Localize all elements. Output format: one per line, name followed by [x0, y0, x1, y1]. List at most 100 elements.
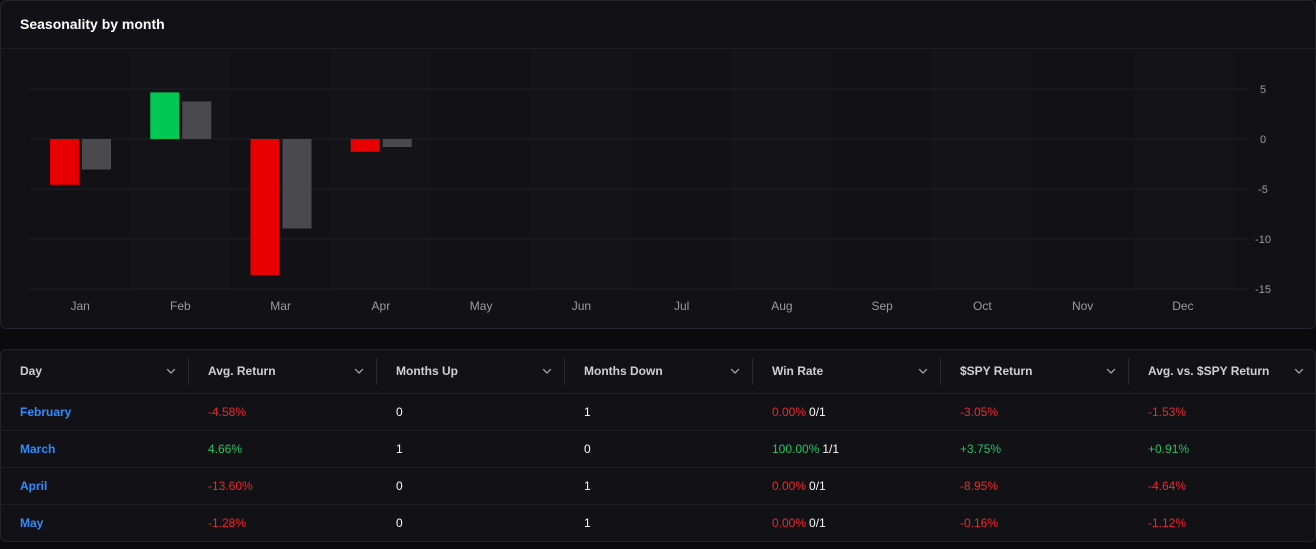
- x-tick-label: Jul: [674, 299, 689, 313]
- spy-return-value-cell: -3.05%: [941, 393, 1129, 431]
- win-rate-value: 100.00%: [772, 441, 820, 456]
- spy-return-value: -8.95%: [960, 478, 999, 493]
- chevron-down-icon[interactable]: [353, 365, 365, 377]
- day-link-cell: February: [1, 393, 189, 431]
- months-down-value-cell: 1: [565, 393, 753, 431]
- table-header-row: Day Avg. Return Months Up Months Down Win Ra…: [1, 350, 1315, 394]
- day-link[interactable]: April: [20, 478, 48, 493]
- months-up-value-cell: 0: [377, 393, 565, 431]
- x-tick-label: Sep: [871, 299, 893, 313]
- x-tick-label: Mar: [270, 299, 291, 313]
- months-up-value-cell: 1: [377, 430, 565, 468]
- chevron-down-icon[interactable]: [1293, 365, 1305, 377]
- column-header[interactable]: Months Down: [565, 350, 753, 394]
- months-down-value-cell: 0: [565, 430, 753, 468]
- month-band: [531, 49, 632, 289]
- y-tick-label: -5: [1258, 184, 1268, 196]
- win-rate-value: 0.00%: [772, 515, 807, 530]
- benchmark-bar-jan: [82, 139, 111, 170]
- column-header[interactable]: Avg. Return: [189, 350, 377, 394]
- win-rate-value: 0.00%: [772, 404, 807, 419]
- avg-return-value: 4.66%: [208, 441, 243, 456]
- column-header-label: $SPY Return: [960, 364, 1033, 379]
- months-up-value-cell: 0: [377, 504, 565, 541]
- day-link[interactable]: May: [20, 515, 44, 530]
- column-header-label: Avg. vs. $SPY Return: [1148, 364, 1270, 379]
- avg-return-value: -4.58%: [208, 404, 247, 419]
- table-body: February -4.58% 0 1 0.00% 0/1 -3.05% -1.53% Marc…: [1, 393, 1315, 541]
- column-divider: [376, 358, 377, 385]
- column-header[interactable]: Win Rate: [753, 350, 941, 394]
- chevron-down-icon[interactable]: [917, 365, 929, 377]
- month-band: [330, 49, 431, 289]
- column-divider: [752, 358, 753, 385]
- win-rate-value-cell: 100.00% 1/1: [753, 430, 941, 468]
- table-row: May -1.28% 0 1 0.00% 0/1 -0.16% -1.12%: [1, 504, 1315, 541]
- day-link-cell: April: [1, 467, 189, 505]
- column-divider: [564, 358, 565, 385]
- column-header-label: Months Up: [396, 364, 458, 379]
- return-bar-apr: [350, 139, 380, 152]
- column-divider: [940, 358, 941, 385]
- title-divider: [1, 48, 1315, 49]
- y-tick-label: 0: [1260, 134, 1266, 146]
- month-band: [731, 49, 832, 289]
- x-tick-label: Jan: [70, 299, 89, 313]
- day-link-cell: May: [1, 504, 189, 541]
- table-row: April -13.60% 0 1 0.00% 0/1 -8.95% -4.64%: [1, 467, 1315, 505]
- vs-spy-value-cell: -1.12%: [1129, 504, 1315, 541]
- y-tick-label: -15: [1255, 284, 1271, 296]
- months-down-value-cell: 1: [565, 504, 753, 541]
- column-header[interactable]: Months Up: [377, 350, 565, 394]
- column-divider: [188, 358, 189, 385]
- vs-spy-value: -1.53%: [1148, 404, 1187, 419]
- win-fraction: 1/1: [822, 441, 840, 456]
- seasonality-bar-chart: 5 0 -5 -10 -15 Jan Feb Mar Apr May Jun Jul Aug Sep Oct…: [30, 49, 1271, 313]
- avg-return-value-cell: -4.58%: [189, 393, 377, 431]
- months-down-value: 1: [584, 478, 591, 493]
- chevron-down-icon[interactable]: [1105, 365, 1117, 377]
- return-bar-mar: [250, 139, 280, 275]
- x-tick-label: Nov: [1072, 299, 1093, 313]
- chevron-down-icon[interactable]: [729, 365, 741, 377]
- table-row: March 4.66% 1 0 100.00% 1/1 +3.75% +0.91%: [1, 430, 1315, 468]
- seasonality-chart-card: Seasonality by month 5 0 -5 -10 -15 Jan Feb Mar…: [0, 0, 1316, 329]
- column-header[interactable]: Avg. vs. $SPY Return: [1129, 350, 1315, 394]
- benchmark-bar-mar: [282, 139, 312, 229]
- x-tick-label: Feb: [170, 299, 191, 313]
- chevron-down-icon[interactable]: [541, 365, 553, 377]
- avg-return-value: -13.60%: [208, 478, 253, 493]
- day-link[interactable]: February: [20, 404, 72, 419]
- months-down-value-cell: 1: [565, 467, 753, 505]
- months-up-value: 0: [396, 404, 403, 419]
- day-link[interactable]: March: [20, 441, 56, 456]
- seasonality-table-card: Day Avg. Return Months Up Months Down Win Ra…: [0, 349, 1316, 542]
- column-header[interactable]: Day: [1, 350, 189, 394]
- column-header[interactable]: $SPY Return: [941, 350, 1129, 394]
- win-fraction: 0/1: [809, 515, 826, 530]
- win-rate-value-cell: 0.00% 0/1: [753, 467, 941, 505]
- column-header-label: Day: [20, 364, 43, 379]
- avg-return-value-cell: 4.66%: [189, 430, 377, 468]
- x-tick-label: Jun: [572, 299, 591, 313]
- seasonality-table: Day Avg. Return Months Up Months Down Win Ra…: [1, 350, 1315, 541]
- spy-return-value: -3.05%: [960, 404, 999, 419]
- months-down-value: 1: [584, 404, 591, 419]
- months-down-value: 1: [584, 515, 591, 530]
- months-up-value: 1: [396, 441, 403, 456]
- spy-return-value-cell: +3.75%: [941, 430, 1129, 468]
- months-up-value: 0: [396, 515, 403, 530]
- x-tick-label: May: [470, 299, 493, 313]
- spy-return-value: +3.75%: [960, 441, 1002, 456]
- win-fraction: 0/1: [809, 478, 826, 493]
- vs-spy-value: +0.91%: [1148, 441, 1190, 456]
- benchmark-bar-feb: [182, 101, 212, 139]
- x-tick-label: Apr: [372, 299, 391, 313]
- avg-return-value: -1.28%: [208, 515, 247, 530]
- win-rate-value-cell: 0.00% 0/1: [753, 393, 941, 431]
- vs-spy-value: -4.64%: [1148, 478, 1187, 493]
- months-down-value: 0: [584, 441, 591, 456]
- y-tick-label: 5: [1260, 84, 1266, 96]
- chevron-down-icon[interactable]: [165, 365, 177, 377]
- spy-return-value-cell: -8.95%: [941, 467, 1129, 505]
